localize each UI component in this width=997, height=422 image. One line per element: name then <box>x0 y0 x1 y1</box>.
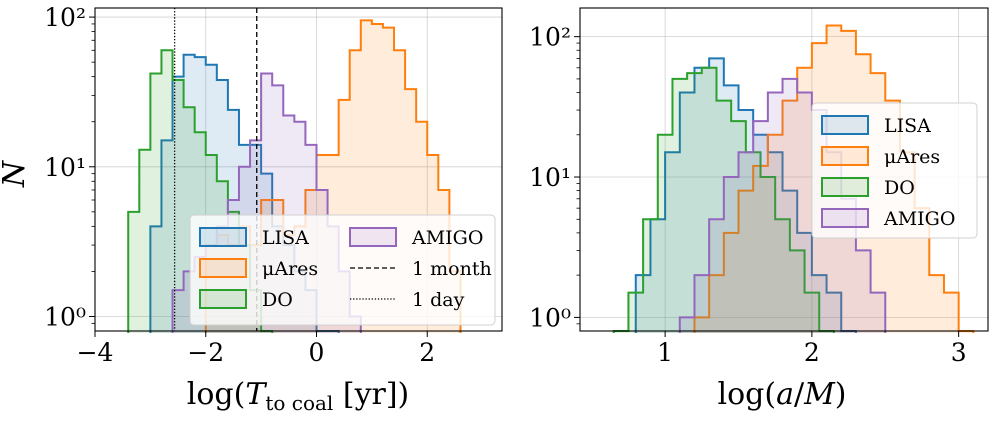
right-legend: LISA μAres DO AMIGO <box>811 102 978 239</box>
right-axes-frame <box>579 7 989 332</box>
right-legend-swatch-DO <box>821 177 869 197</box>
left-legend-label-AMIGO: AMIGO <box>411 227 483 249</box>
left-ytick-label-1: 10¹ <box>44 153 86 182</box>
right-ytick-label-2: 10² <box>529 23 571 52</box>
left-legend: LISA μAres DO AMIGO 1 month 1 day <box>189 214 496 326</box>
right-ytick-label-0: 10⁰ <box>529 303 571 332</box>
left-legend-label-dashed: 1 month <box>412 258 492 280</box>
left-reference-lines <box>173 8 258 331</box>
left-xtick-label-2: 0 <box>309 338 325 367</box>
left-legend-label-dotted: 1 day <box>412 289 465 311</box>
right-legend-swatch-muAres <box>821 146 869 166</box>
panel-left-time-to-coalescence: LISA μAres DO AMIGO 1 month 1 day −4 −2 0 2 10⁰ 10… <box>0 3 503 415</box>
right-hist-line-muAres <box>693 24 975 333</box>
left-xlabel: log(Tto coal [yr]) <box>187 377 410 415</box>
right-hist-line-DO <box>612 66 835 333</box>
left-xtick-label-1: −2 <box>187 338 224 367</box>
left-legend-swatch-AMIGO <box>349 227 397 247</box>
right-legend-label-LISA: LISA <box>884 115 931 137</box>
right-ytick-label-1: 10¹ <box>529 163 571 192</box>
right-xtick-label-0: 1 <box>657 338 673 367</box>
right-axes: 1 2 3 10⁰ 10¹ 10² <box>529 7 989 367</box>
left-legend-label-muAres: μAres <box>262 258 318 280</box>
left-legend-label-DO: DO <box>262 289 293 311</box>
left-ylabel: N <box>0 159 32 188</box>
panel-right-semimajor-axis: LISA μAres DO AMIGO 1 2 3 10⁰ 10¹ 10² log(a/M) <box>529 7 989 412</box>
left-legend-swatch-DO <box>199 289 247 309</box>
right-legend-box <box>811 102 978 239</box>
left-legend-swatch-muAres <box>199 258 247 278</box>
left-xtick-label-3: 2 <box>419 338 435 367</box>
right-hist-fill-AMIGO <box>679 78 886 333</box>
left-axes: −4 −2 0 2 10⁰ 10¹ 10² <box>44 3 503 367</box>
right-hist-line-LISA <box>634 57 857 333</box>
left-legend-box <box>189 214 496 326</box>
right-hist-fill-LISA <box>635 58 856 334</box>
left-legend-swatch-LISA <box>199 227 247 247</box>
right-legend-swatch-LISA <box>821 115 869 135</box>
left-axes-frame <box>94 7 503 332</box>
right-xtick-label-1: 2 <box>804 338 820 367</box>
right-xlabel: log(a/M) <box>717 377 846 412</box>
left-ytick-label-0: 10⁰ <box>44 302 86 331</box>
right-xtick-label-2: 3 <box>951 338 967 367</box>
right-legend-label-muAres: μAres <box>884 146 940 168</box>
left-xtick-label-0: −4 <box>77 338 114 367</box>
right-legend-label-DO: DO <box>884 177 915 199</box>
left-ytick-label-2: 10² <box>44 3 86 32</box>
right-legend-label-AMIGO: AMIGO <box>883 208 955 230</box>
left-legend-label-LISA: LISA <box>262 227 309 249</box>
right-legend-swatch-AMIGO <box>821 208 869 228</box>
